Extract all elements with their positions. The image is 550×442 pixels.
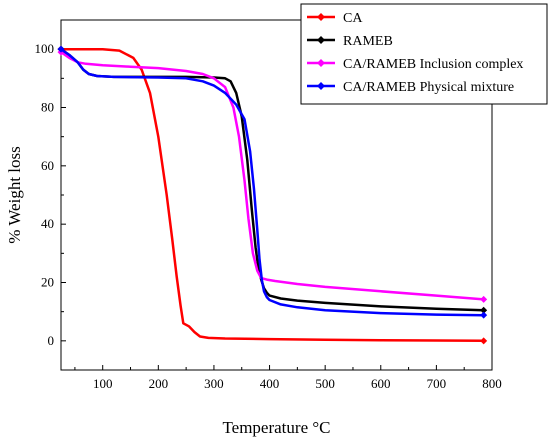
series-line — [61, 47, 484, 343]
y-axis-ticks: 0 20 40 60 80 100 — [35, 41, 66, 348]
series-line — [60, 51, 484, 301]
legend-item: CA/RAMEB Inclusion complex — [307, 57, 523, 72]
series-layer — [57, 45, 488, 345]
y-tick-label: 20 — [41, 275, 54, 290]
x-axis-title: Temperature °C — [222, 418, 330, 437]
series-end-marker — [480, 306, 488, 314]
legend-item: CA — [307, 11, 363, 26]
legend-item: RAMEB — [307, 34, 393, 49]
y-tick-label: 40 — [41, 216, 54, 231]
series-start-marker — [57, 45, 65, 53]
legend-swatch-marker — [317, 36, 325, 44]
x-tick-label: 800 — [482, 376, 502, 391]
x-tick-label: 700 — [427, 376, 447, 391]
legend-label: CA/RAMEB Physical mixture — [343, 80, 514, 95]
legend-item: CA/RAMEB Physical mixture — [307, 80, 514, 95]
x-tick-label: 300 — [204, 376, 224, 391]
legend-label: RAMEB — [343, 34, 393, 49]
series-end-marker — [480, 337, 488, 345]
x-tick-label: 500 — [315, 376, 335, 391]
series-line — [60, 48, 484, 317]
series-3 — [57, 45, 488, 319]
y-axis-title: % Weight loss — [5, 146, 24, 243]
x-tick-label: 600 — [371, 376, 391, 391]
y-tick-label: 100 — [35, 41, 55, 56]
series-end-marker — [480, 295, 488, 303]
x-tick-label: 100 — [93, 376, 113, 391]
x-tick-label: 200 — [149, 376, 169, 391]
series-end-marker — [480, 311, 488, 319]
y-tick-label: 60 — [41, 158, 54, 173]
legend-swatch-marker — [317, 13, 325, 21]
y-tick-label: 80 — [41, 100, 54, 115]
legend: CA RAMEB CA/RAMEB Inclusion complex CA/RAME… — [300, 3, 548, 105]
legend-box — [300, 3, 548, 105]
legend-swatch-marker — [317, 82, 325, 90]
legend-label: CA — [343, 11, 363, 26]
x-axis-ticks: 100 200 300 400 500 600 700 800 — [74, 365, 502, 391]
y-tick-label: 0 — [48, 333, 55, 348]
legend-swatch-marker — [317, 59, 325, 67]
legend-label: CA/RAMEB Inclusion complex — [343, 57, 523, 72]
x-tick-label: 400 — [260, 376, 280, 391]
